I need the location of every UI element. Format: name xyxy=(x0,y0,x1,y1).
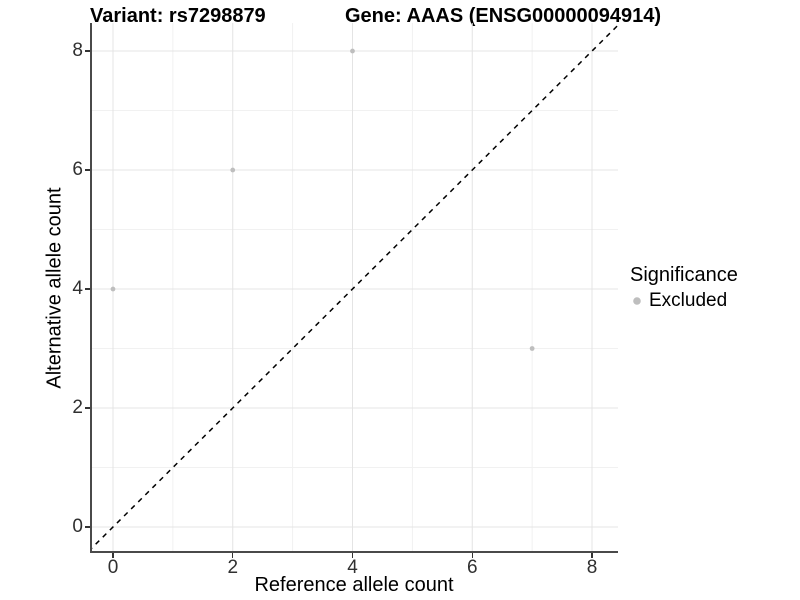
legend-title: Significance xyxy=(630,264,738,286)
x-tick-label: 2 xyxy=(227,557,239,578)
legend-entry-label: Excluded xyxy=(649,290,728,311)
x-tick-mark xyxy=(471,553,473,558)
y-axis-title: Alternative allele count xyxy=(43,187,66,389)
plot-panel xyxy=(90,23,618,553)
x-tick-mark xyxy=(591,553,593,558)
data-point xyxy=(350,48,355,54)
data-point xyxy=(110,286,116,292)
y-tick-label: 6 xyxy=(72,159,83,181)
legend-item-excluded: Excluded xyxy=(630,290,738,312)
x-tick-mark xyxy=(112,553,114,558)
x-tick-label: 6 xyxy=(466,557,478,578)
x-tick-mark xyxy=(351,553,354,558)
y-tick-label: 0 xyxy=(72,515,83,537)
y-tick-mark xyxy=(85,407,90,409)
plot-title-variant: Variant: rs7298879 xyxy=(90,5,266,27)
x-tick-mark xyxy=(231,553,234,558)
y-tick-label: 8 xyxy=(72,40,83,62)
y-tick-mark xyxy=(85,50,90,52)
data-point xyxy=(230,167,236,173)
identity-line xyxy=(90,24,618,551)
x-tick-label: 0 xyxy=(107,557,119,578)
data-point xyxy=(529,346,535,351)
plot-panel-svg xyxy=(90,23,618,553)
legend-swatch-dot xyxy=(633,297,641,305)
y-tick-label: 4 xyxy=(72,278,83,299)
x-axis-title: Reference allele count xyxy=(254,574,454,596)
y-tick-mark xyxy=(85,526,90,528)
legend: Significance Excluded xyxy=(630,264,738,312)
y-tick-mark xyxy=(85,169,90,171)
plot-title-gene: Gene: AAAS (ENSG00000094914) xyxy=(345,5,662,27)
x-tick-label: 8 xyxy=(586,557,598,578)
y-tick-label: 2 xyxy=(72,397,83,418)
y-tick-mark xyxy=(85,288,90,290)
legend-point-icon xyxy=(633,297,641,305)
x-tick-label: 4 xyxy=(347,557,358,578)
